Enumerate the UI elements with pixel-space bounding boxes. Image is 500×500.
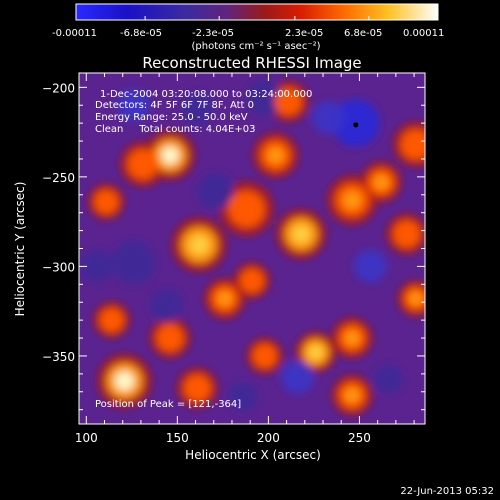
colorbar-tick-label-5: 0.00011 — [403, 28, 444, 39]
dim-source-11 — [80, 250, 114, 283]
heatmap-area — [79, 73, 425, 424]
bright-core-16 — [162, 330, 178, 346]
bright-core-15 — [245, 274, 259, 288]
dim-source-8 — [374, 364, 404, 394]
bright-core-7 — [343, 191, 362, 210]
bright-core-19 — [344, 387, 360, 403]
colorbar-tick-label-1: -6.8e-05 — [120, 28, 162, 39]
x-axis: 100 150 200 250 — [75, 73, 415, 445]
dim-source-10 — [180, 92, 214, 126]
bright-core-10 — [399, 226, 415, 242]
annotation-clean-counts: Clean Total counts: 4.04E+03 — [95, 124, 255, 135]
colorbar-tick-label-3: 2.3e-05 — [285, 28, 323, 39]
annotation-peak-position: Position of Peak = [121,-364] — [95, 399, 241, 410]
bright-core-14 — [217, 291, 233, 307]
bright-core-20 — [105, 313, 119, 327]
y-axis: −200 −250 −300 −350 — [42, 81, 425, 411]
heatmap-sources — [80, 79, 425, 416]
dim-source-3 — [353, 250, 387, 283]
x-tick-label-0: 100 — [75, 431, 98, 445]
colorbar-tick-label-4: 6.8e-05 — [344, 28, 382, 39]
dim-source-9 — [117, 88, 151, 122]
peak-marker — [353, 122, 359, 128]
y-axis-label: Heliocentric Y (arcsec) — [13, 182, 27, 317]
x-tick-label-3: 250 — [348, 431, 371, 445]
bright-core-21 — [281, 94, 296, 110]
x-tick-label-1: 150 — [166, 431, 189, 445]
bright-core-5 — [267, 147, 284, 164]
colorbar-unit-label: (photons cm⁻² s⁻¹ asec⁻²) — [191, 41, 320, 52]
dim-source-2 — [246, 79, 283, 117]
annotation-energy-range: Energy Range: 25.0 - 50.0 keV — [95, 112, 248, 123]
bright-core-6 — [292, 225, 311, 244]
y-tick-label-1: −250 — [42, 171, 75, 185]
x-axis-label: Heliocentric X (arcsec) — [185, 448, 321, 462]
colorbar-tick-label-2: -2.3e-05 — [192, 28, 234, 39]
bright-core-18 — [189, 380, 205, 396]
bright-core-2 — [189, 235, 210, 255]
footer-timestamp: 22-Jun-2013 05:32 — [400, 486, 494, 497]
y-tick-label-2: −300 — [42, 260, 75, 274]
bright-core-9 — [407, 136, 425, 153]
chart-title: Reconstructed RHESSI Image — [142, 54, 361, 72]
bright-core-22 — [99, 195, 113, 209]
colorbar: -0.00011 -6.8e-05 -2.3e-05 2.3e-05 6.8e-… — [52, 3, 444, 52]
bright-core-17 — [258, 349, 272, 363]
y-tick-label-3: −350 — [42, 350, 75, 364]
x-tick-label-2: 200 — [257, 431, 280, 445]
colorbar-tick-label-0: -0.00011 — [52, 28, 97, 39]
dim-source-1 — [312, 101, 345, 135]
dark-spot-marker — [353, 122, 359, 128]
dim-source-4 — [111, 240, 156, 285]
bright-core-13 — [308, 344, 324, 360]
bright-core-11 — [409, 292, 423, 306]
annotation-time-range: 1-Dec-2004 03:20:08.000 to 03:24:00.000 — [100, 89, 312, 100]
bright-core-3 — [134, 156, 151, 173]
dim-source-7 — [281, 361, 314, 394]
bright-core-0 — [114, 371, 135, 391]
bright-core-8 — [373, 174, 389, 190]
observation-info: 1-Dec-2004 03:20:08.000 to 03:24:00.000 … — [95, 89, 312, 410]
dim-source-12 — [228, 382, 258, 412]
bright-core-1 — [161, 146, 180, 165]
bright-core-4 — [236, 199, 257, 219]
y-tick-label-0: −200 — [42, 81, 75, 95]
colorbar-ticks — [75, 16, 439, 20]
dim-source-5 — [197, 172, 234, 210]
colorbar-gradient — [75, 3, 439, 21]
dim-source-6 — [150, 289, 183, 323]
bright-core-12 — [344, 330, 360, 346]
annotation-detectors: Detectors: 4F 5F 6F 7F 8F, Att 0 — [95, 100, 254, 111]
